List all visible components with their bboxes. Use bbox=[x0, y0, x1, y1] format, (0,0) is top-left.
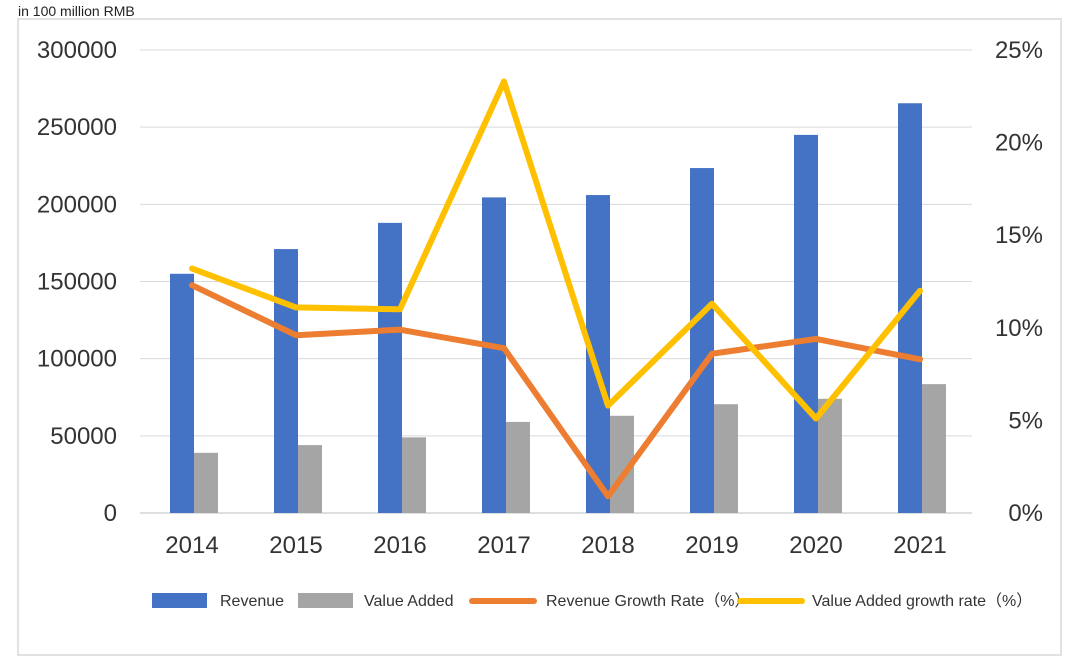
y-left-tick-label: 150000 bbox=[37, 269, 117, 296]
y-left-tick-label: 0 bbox=[104, 500, 117, 527]
revenue-bar bbox=[898, 103, 922, 514]
y-right-tick-label: 10% bbox=[995, 315, 1043, 342]
legend-value-added-label: Value Added bbox=[364, 593, 454, 610]
revenue-bar bbox=[794, 134, 818, 513]
legend-value-added-swatch bbox=[298, 593, 353, 608]
value-added-bar bbox=[194, 452, 218, 513]
legend-revenue-growth: Revenue Growth Rate（%） bbox=[469, 592, 751, 610]
value-added-growth-line bbox=[189, 78, 923, 422]
x-tick-label: 2014 bbox=[165, 532, 218, 559]
legend-value-added-growth: Value Added growth rate（%） bbox=[737, 592, 1032, 610]
legend-revenue-growth-label: Revenue Growth Rate（%） bbox=[546, 592, 751, 610]
legend-value-added-growth-label: Value Added growth rate（%） bbox=[812, 592, 1032, 610]
legend-revenue-swatch bbox=[152, 593, 207, 608]
legend-revenue: Revenue bbox=[152, 593, 284, 610]
x-tick-label: 2015 bbox=[269, 532, 322, 559]
x-tick-label: 2018 bbox=[581, 532, 634, 559]
y-right-tick-label: 20% bbox=[995, 130, 1043, 157]
value-added-bar bbox=[818, 398, 842, 513]
axes: 0 50000 100000 150000 200000 250000 300000 0% 5%… bbox=[37, 37, 1043, 559]
x-tick-label: 2019 bbox=[685, 532, 738, 559]
y-left-tick-label: 50000 bbox=[50, 423, 117, 450]
growth-lines bbox=[189, 78, 923, 500]
y-right-tick-label: 0% bbox=[1008, 500, 1043, 527]
y-right-tick-label: 5% bbox=[1008, 407, 1043, 434]
chart-frame bbox=[17, 18, 1062, 656]
legend-revenue-label: Revenue bbox=[220, 593, 284, 610]
x-tick-label: 2017 bbox=[477, 532, 530, 559]
legend-value-added: Value Added bbox=[298, 593, 454, 610]
x-tick-label: 2020 bbox=[789, 532, 842, 559]
legend: Revenue Value Added Revenue Growth Rate（%）… bbox=[152, 592, 1032, 610]
revenue-bar bbox=[482, 197, 506, 513]
x-tick-label: 2021 bbox=[893, 532, 946, 559]
unit-label: in 100 million RMB bbox=[18, 3, 135, 19]
value-added-bar bbox=[402, 437, 426, 513]
y-left-tick-label: 200000 bbox=[37, 191, 117, 218]
revenue-bar bbox=[274, 249, 298, 513]
value-added-bar bbox=[298, 445, 322, 513]
value-added-bar bbox=[506, 421, 530, 513]
grid-lines bbox=[140, 49, 972, 514]
y-left-tick-label: 250000 bbox=[37, 114, 117, 141]
revenue-bar bbox=[170, 273, 194, 513]
y-left-tick-label: 100000 bbox=[37, 346, 117, 373]
y-right-tick-label: 25% bbox=[995, 37, 1043, 64]
x-tick-label: 2016 bbox=[373, 532, 426, 559]
value-added-bar bbox=[922, 384, 946, 513]
revenue-bar bbox=[690, 168, 714, 513]
revenue-growth-line bbox=[189, 282, 923, 500]
revenue-bar bbox=[378, 222, 402, 513]
y-left-tick-label: 300000 bbox=[37, 37, 117, 64]
y-right-tick-label: 15% bbox=[995, 222, 1043, 249]
bars bbox=[170, 103, 946, 514]
value-added-bar bbox=[714, 404, 738, 513]
